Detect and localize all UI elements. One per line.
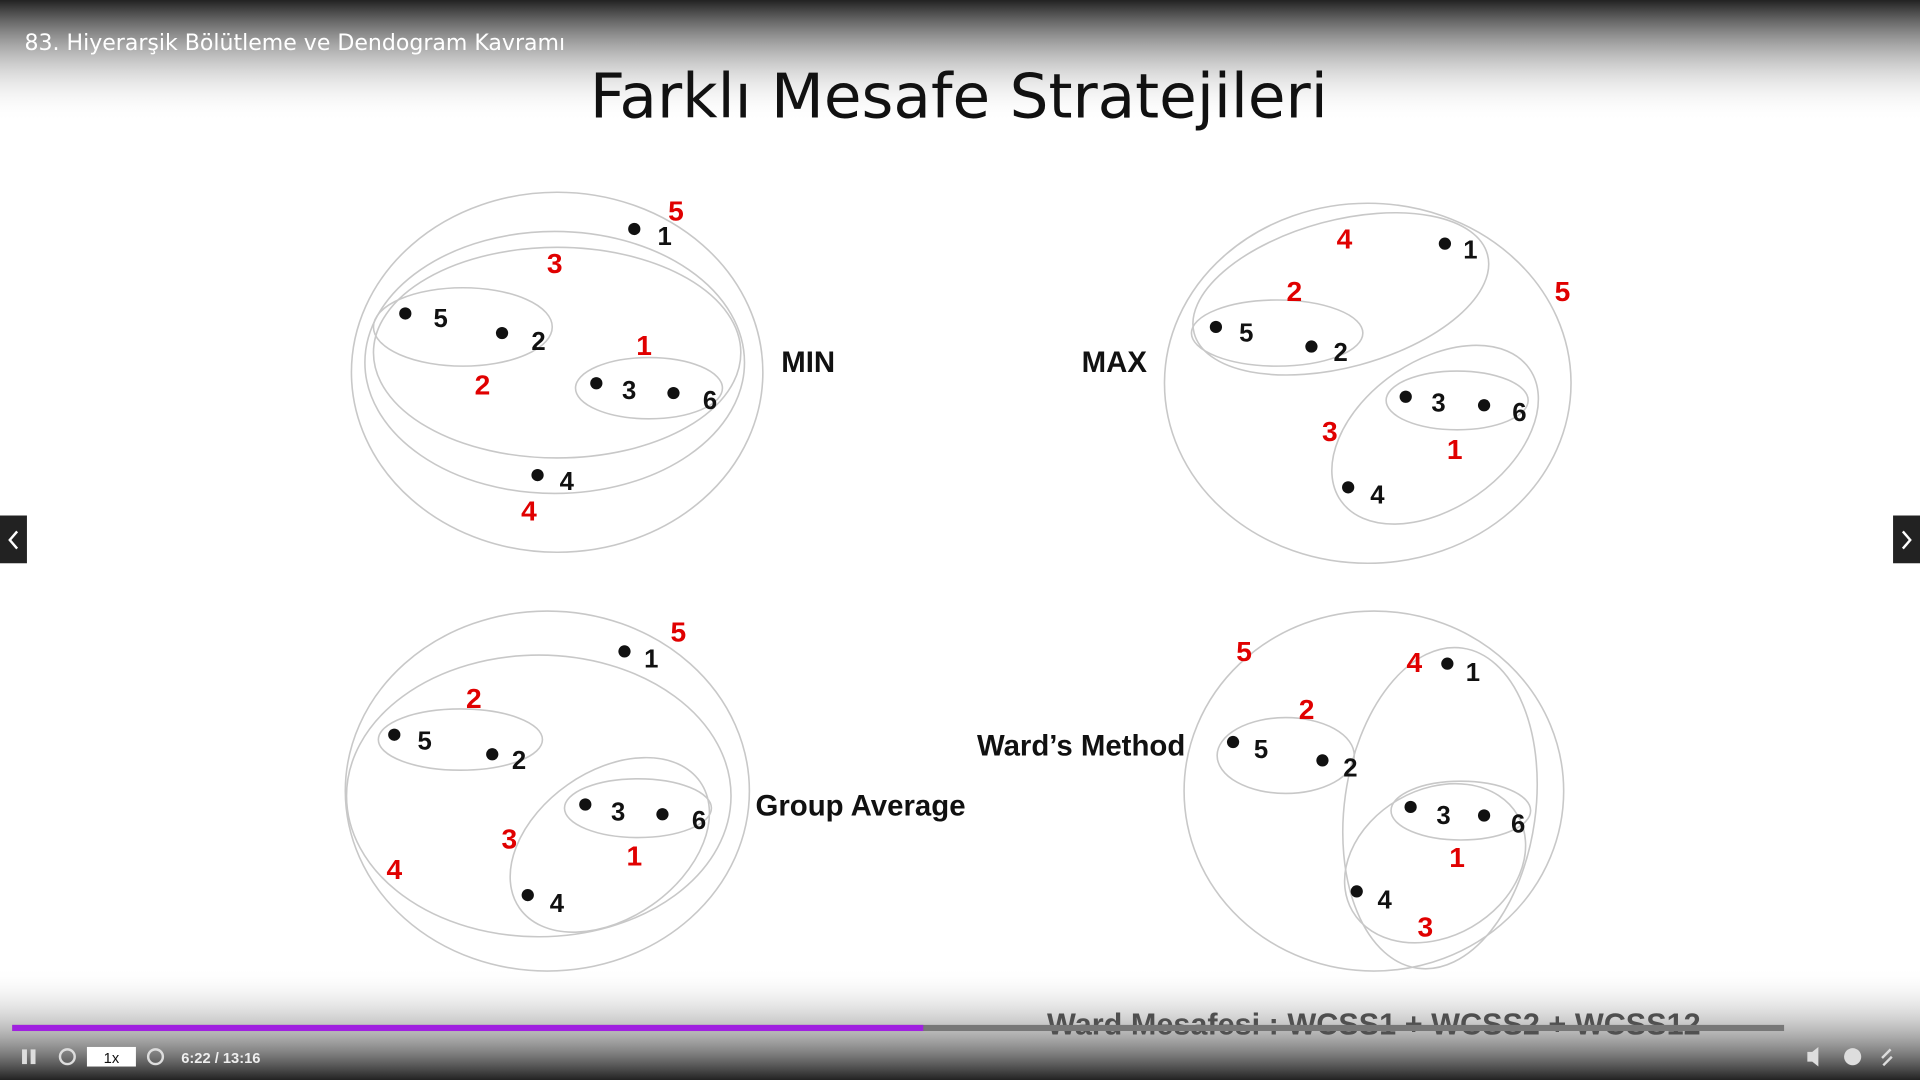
point-label: 2	[531, 328, 545, 356]
point-label: 4	[560, 468, 575, 496]
point-label: 3	[1436, 802, 1450, 830]
data-point	[1316, 754, 1329, 767]
merge-step: 4	[386, 854, 402, 885]
merge-step: 3	[547, 248, 563, 279]
data-point	[590, 377, 603, 390]
data-point	[486, 748, 499, 761]
data-point	[1438, 237, 1452, 250]
point-label: 1	[1466, 659, 1480, 687]
point-label: 5	[1254, 736, 1268, 764]
method-label: Ward’s Method	[977, 730, 1185, 763]
merge-step: 5	[671, 617, 687, 648]
point-label: 2	[512, 747, 526, 775]
point-label: 6	[1512, 399, 1526, 427]
settings-button[interactable]	[1844, 1048, 1862, 1066]
merge-step: 3	[1417, 912, 1433, 943]
point-label: 5	[433, 305, 447, 333]
method-label: MIN	[781, 346, 835, 379]
forward-button[interactable]	[146, 1048, 165, 1066]
speed-label: 1x	[104, 1051, 120, 1067]
merge-step: 5	[1236, 636, 1252, 667]
data-point	[579, 798, 592, 811]
point-label: 5	[418, 727, 432, 755]
merge-step: 2	[1286, 276, 1302, 307]
data-point	[1350, 885, 1363, 898]
prev-icon	[8, 530, 19, 550]
merge-step: 2	[1299, 694, 1315, 725]
merge-step: 2	[466, 683, 482, 714]
merge-step: 5	[668, 195, 684, 226]
next-button[interactable]	[1893, 515, 1920, 564]
data-point	[656, 808, 669, 821]
data-point	[521, 888, 534, 902]
point-label: 3	[622, 377, 636, 405]
data-point	[1441, 657, 1454, 670]
bottom-shade	[0, 967, 1920, 1080]
point-label: 2	[1343, 754, 1357, 782]
video-title: 83. Hiyerarşik Bölütleme ve Dendogram Ka…	[24, 31, 565, 56]
data-point	[531, 468, 544, 482]
merge-step: 4	[1406, 647, 1422, 678]
data-point	[1226, 735, 1240, 749]
data-point	[618, 645, 631, 658]
point-label: 6	[1511, 811, 1525, 839]
data-point	[1399, 390, 1412, 403]
point-label: 1	[644, 645, 658, 673]
merge-step: 3	[502, 824, 518, 855]
prev-button[interactable]	[0, 515, 27, 564]
method-label: Group Average	[756, 790, 966, 823]
slide-title: Farklı Mesafe Stratejileri	[590, 62, 1328, 133]
point-label: 6	[703, 387, 717, 415]
point-label: 5	[1239, 320, 1253, 348]
data-point	[1477, 809, 1491, 822]
merge-step: 1	[626, 841, 642, 872]
data-point	[628, 222, 641, 236]
point-label: 4	[1378, 887, 1393, 915]
point-label: 6	[692, 807, 706, 835]
merge-step: 1	[636, 330, 652, 361]
point-label: 4	[550, 890, 565, 918]
point-label: 3	[1431, 389, 1445, 417]
data-point	[388, 728, 401, 741]
rewind-button[interactable]	[58, 1048, 76, 1066]
point-label: 4	[1370, 481, 1385, 509]
merge-step: 5	[1555, 276, 1571, 307]
point-label: 2	[1333, 339, 1347, 367]
merge-step: 4	[521, 495, 537, 526]
method-label: MAX	[1082, 346, 1148, 379]
data-point	[1305, 340, 1318, 353]
data-point	[1342, 481, 1355, 494]
pause-button[interactable]	[22, 1049, 27, 1065]
data-point	[667, 386, 680, 400]
time-display: 6:22 / 13:16	[181, 1051, 260, 1067]
data-point	[1404, 800, 1417, 814]
pause-bar	[30, 1049, 36, 1065]
point-label: 3	[611, 798, 625, 826]
data-point	[1477, 399, 1491, 412]
controls: 1x 6:22 / 13:16	[22, 1046, 1893, 1067]
merge-step: 1	[1449, 842, 1465, 873]
point-label: 1	[658, 223, 672, 251]
data-point	[495, 326, 509, 340]
next-icon	[1901, 530, 1912, 550]
data-point	[1209, 320, 1223, 334]
speed-button[interactable]	[86, 1046, 136, 1067]
top-shade	[0, 0, 1920, 123]
data-point	[399, 307, 412, 320]
progress-fill	[12, 1024, 924, 1032]
merge-step: 4	[1337, 224, 1353, 255]
merge-step: 2	[475, 369, 491, 400]
merge-step: 1	[1447, 434, 1463, 465]
point-label: 1	[1463, 236, 1477, 264]
merge-step: 3	[1322, 416, 1338, 447]
fullscreen-button[interactable]	[1881, 1048, 1893, 1067]
